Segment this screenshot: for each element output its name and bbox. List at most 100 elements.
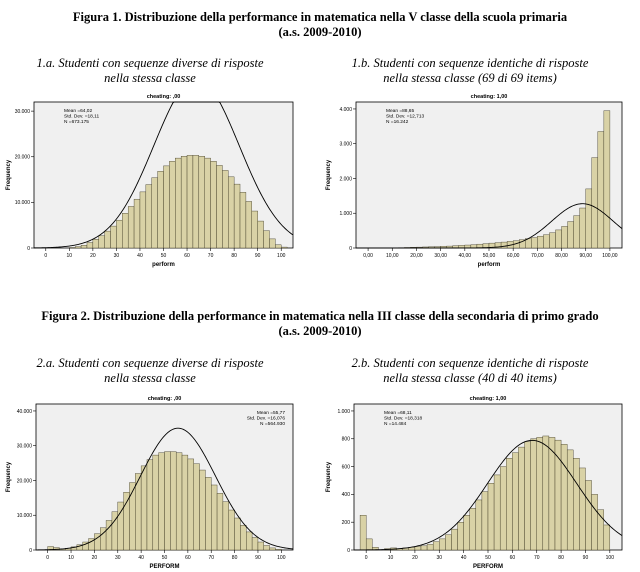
- histogram-bar: [275, 549, 282, 551]
- x-tick-label: 50: [162, 555, 168, 561]
- histogram-bar: [439, 538, 446, 551]
- chart-header: cheating: ,00: [148, 396, 182, 402]
- histogram-bar: [204, 157, 211, 249]
- histogram-bar: [181, 454, 189, 551]
- histogram-bar: [420, 545, 428, 551]
- x-tick-label: 80: [558, 555, 564, 561]
- panel-2a-title-line1: 2.a. Studenti con sequenze diverse di ri…: [36, 356, 264, 370]
- x-axis-label: PERFORM: [150, 564, 180, 570]
- histogram-bar: [129, 482, 136, 551]
- x-tick-label: 70: [534, 555, 540, 561]
- x-tick-label: 40,00: [459, 253, 472, 259]
- histogram-2b: cheating: 1,00 0 200 400 600 800 1.000 0 10 20 30 4…: [326, 396, 623, 570]
- x-tick-label: 80: [231, 253, 237, 259]
- histogram-bar: [228, 176, 235, 249]
- y-tick-label: 1.000: [339, 211, 352, 217]
- panel-1b-title-line1: 1.b. Studenti con sequenze identiche di …: [351, 56, 589, 70]
- figure-2-title-text: Figura 2. Distribuzione della performanc…: [41, 309, 599, 323]
- histogram-bar: [222, 170, 229, 249]
- histogram-1a: cheating: ,00 0 10.000 20.000 30.000 0 10 20 30 4…: [6, 94, 294, 268]
- x-tick-label: 100,00: [602, 253, 618, 259]
- histogram-bar: [585, 188, 592, 249]
- normal-curve: [356, 203, 623, 249]
- x-tick-label: 10: [388, 555, 394, 561]
- panel-1a-title-line2: nella stessa classe: [104, 71, 196, 85]
- histogram-bar: [180, 156, 188, 249]
- y-tick-label: 20.000: [17, 478, 33, 484]
- histogram-bar: [198, 156, 205, 249]
- histogram-bar: [158, 452, 165, 551]
- histogram-bar: [359, 515, 367, 551]
- y-axis-label: Frequency: [326, 461, 332, 492]
- chart-header: cheating: 1,00: [470, 396, 507, 402]
- x-tick-label: 30: [436, 555, 442, 561]
- chart-header: cheating: 1,00: [471, 94, 508, 100]
- y-tick-label: 4.000: [339, 107, 352, 113]
- x-tick-label: 80: [232, 555, 238, 561]
- histogram-bar: [80, 245, 88, 249]
- histogram-bar: [122, 213, 129, 249]
- histogram-bar: [75, 246, 82, 249]
- stats-line: Mean =68,11: [384, 410, 412, 416]
- histogram-bar: [169, 161, 176, 249]
- histogram-bar: [566, 449, 574, 551]
- histogram-bar: [512, 452, 519, 551]
- histogram-bar: [210, 161, 217, 249]
- histogram-bar: [531, 237, 538, 249]
- panel-2a-title: 2.a. Studenti con sequenze diverse di ri…: [0, 356, 300, 386]
- x-tick-label: 50,00: [483, 253, 496, 259]
- normal-curve: [33, 101, 294, 249]
- histogram-bar: [530, 438, 537, 551]
- x-tick-label: 60: [510, 555, 516, 561]
- y-tick-label: 3.000: [339, 142, 352, 148]
- histogram-bar: [216, 165, 223, 249]
- histogram-bar: [110, 225, 117, 249]
- y-tick-label: 600: [342, 464, 351, 470]
- histogram-bar: [585, 480, 592, 551]
- x-tick-label: 60: [184, 253, 190, 259]
- histogram-bar: [193, 463, 200, 551]
- histogram-bar: [170, 451, 177, 551]
- histogram-bar: [542, 435, 550, 551]
- histogram-bar: [151, 177, 158, 249]
- histogram-bar: [116, 219, 123, 249]
- histogram-bar: [414, 546, 422, 551]
- x-tick-label: 40: [138, 555, 144, 561]
- y-tick-label: 40.000: [17, 409, 33, 415]
- histogram-bar: [140, 465, 148, 551]
- histogram-bar: [487, 483, 495, 551]
- y-tick-label: 800: [342, 437, 351, 443]
- histogram-bar: [555, 229, 562, 249]
- y-axis-label: Frequency: [6, 461, 12, 492]
- histogram-bar: [365, 538, 373, 551]
- x-tick-label: 10: [68, 555, 74, 561]
- x-tick-label: 0,00: [363, 253, 373, 259]
- x-tick-label: 50: [485, 555, 491, 561]
- histogram-bar: [222, 501, 229, 551]
- histogram-bar: [246, 531, 253, 551]
- figure-1-year: (a.s. 2009-2010): [278, 25, 362, 39]
- histogram-bar: [228, 509, 235, 551]
- x-tick-label: 100: [277, 253, 286, 259]
- y-tick-label: 2.000: [339, 176, 352, 182]
- y-tick-label: 400: [342, 492, 351, 498]
- histogram-bar: [104, 230, 111, 249]
- x-tick-label: 50: [161, 253, 167, 259]
- y-tick-label: 30.000: [15, 109, 31, 115]
- normal-curve: [35, 427, 294, 551]
- histogram-bar: [211, 484, 218, 551]
- histogram-bar: [92, 239, 99, 249]
- histogram-bar: [152, 454, 159, 551]
- x-tick-label: 10: [67, 253, 73, 259]
- x-tick-label: 70: [208, 555, 214, 561]
- histogram-bar: [475, 499, 483, 551]
- histogram-bar: [548, 437, 556, 551]
- y-axis-label: Frequency: [326, 159, 332, 190]
- x-tick-label: 60: [185, 555, 191, 561]
- histogram-bar: [164, 451, 171, 551]
- histogram-bar: [269, 238, 276, 249]
- histogram-bar: [561, 226, 568, 249]
- histogram-bar: [139, 191, 147, 249]
- histogram-bar: [205, 477, 212, 551]
- stats-line: N =16.242: [386, 119, 409, 125]
